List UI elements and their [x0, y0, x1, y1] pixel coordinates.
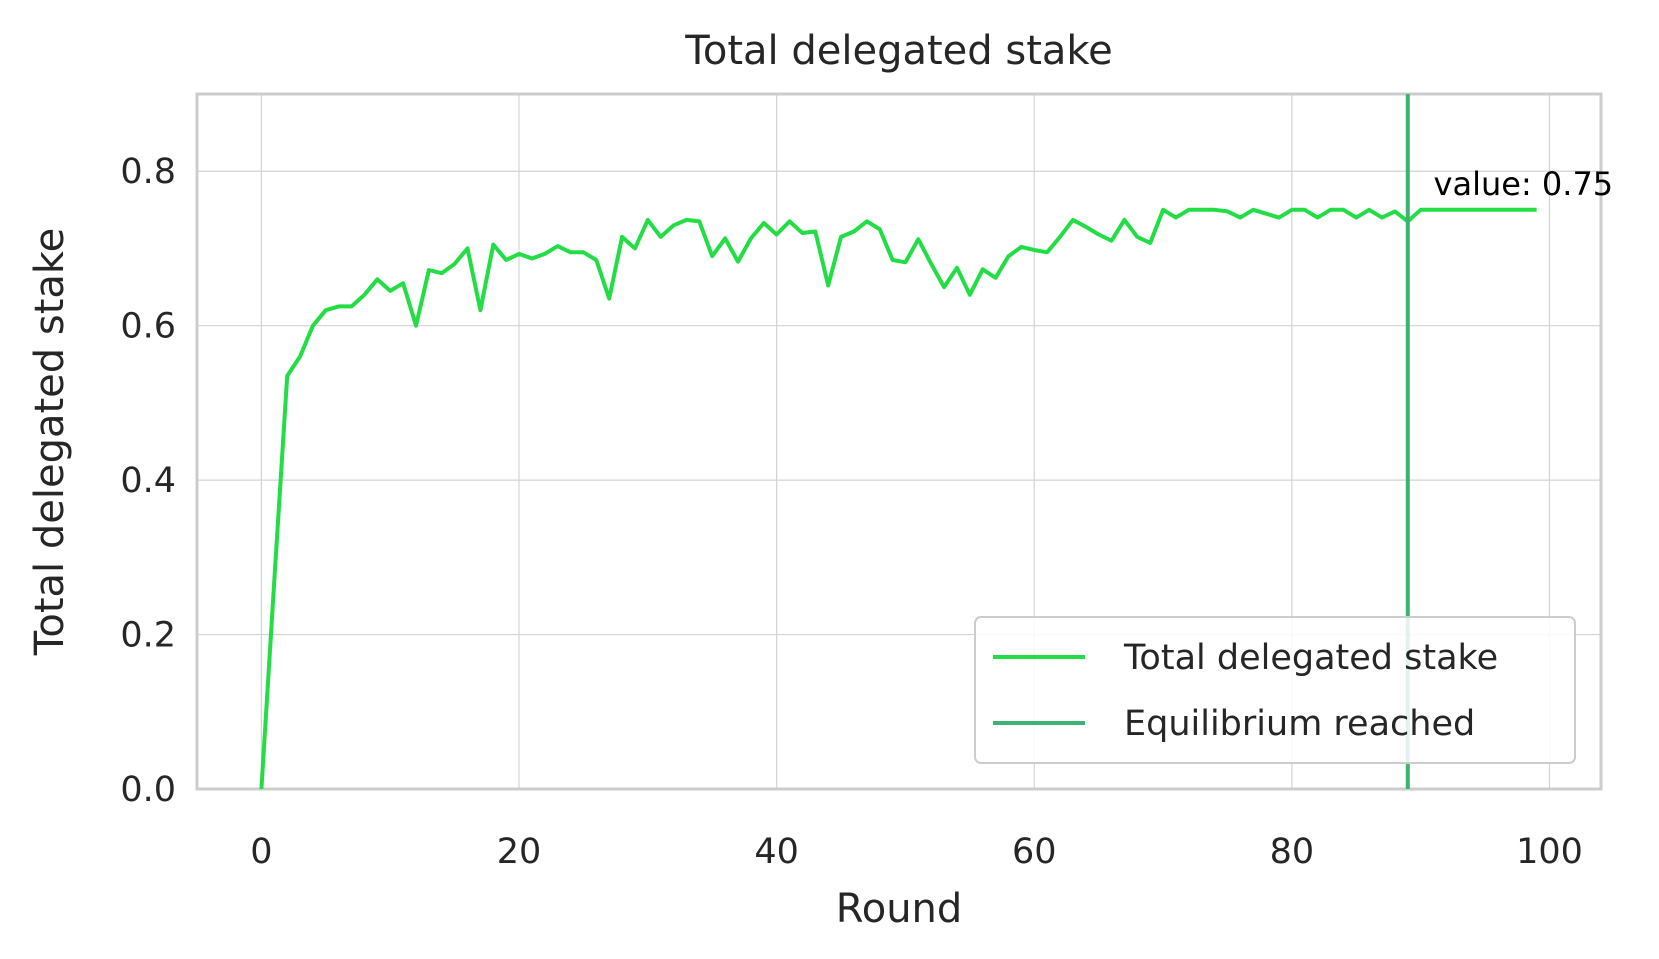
x-tick-label: 100: [1516, 832, 1583, 872]
legend: Total delegated stake Equilibrium reached: [974, 616, 1576, 764]
y-tick-label: 0.4: [120, 461, 176, 501]
y-tick-label: 0.2: [120, 616, 176, 656]
legend-box: [974, 616, 1576, 764]
x-tick-label: 20: [497, 832, 542, 872]
series-line-total-delegated-stake: [259, 207, 1537, 790]
x-tick-label: 80: [1270, 832, 1315, 872]
y-axis-label: Total delegated stake: [27, 228, 73, 657]
legend-label: Total delegated stake: [1123, 638, 1498, 678]
x-tick-label: 60: [1012, 832, 1057, 872]
x-tick-label: 0: [250, 832, 272, 872]
y-tick-label: 0.8: [120, 152, 176, 192]
x-axis-label: Round: [836, 886, 963, 932]
y-tick-label: 0.6: [120, 307, 176, 347]
chart-title: Total delegated stake: [684, 28, 1113, 74]
annotation-layer: value: 0.75: [1434, 165, 1614, 203]
x-tick-labels: 0 20 40 60 80 100: [250, 832, 1583, 872]
y-tick-labels: 0.0 0.2 0.4 0.6 0.8: [120, 152, 176, 810]
x-tick-label: 40: [754, 832, 799, 872]
y-tick-label: 0.0: [120, 770, 176, 810]
plot-frame: [195, 92, 1603, 791]
legend-label: Equilibrium reached: [1124, 704, 1475, 744]
value-annotation: value: 0.75: [1434, 165, 1614, 203]
